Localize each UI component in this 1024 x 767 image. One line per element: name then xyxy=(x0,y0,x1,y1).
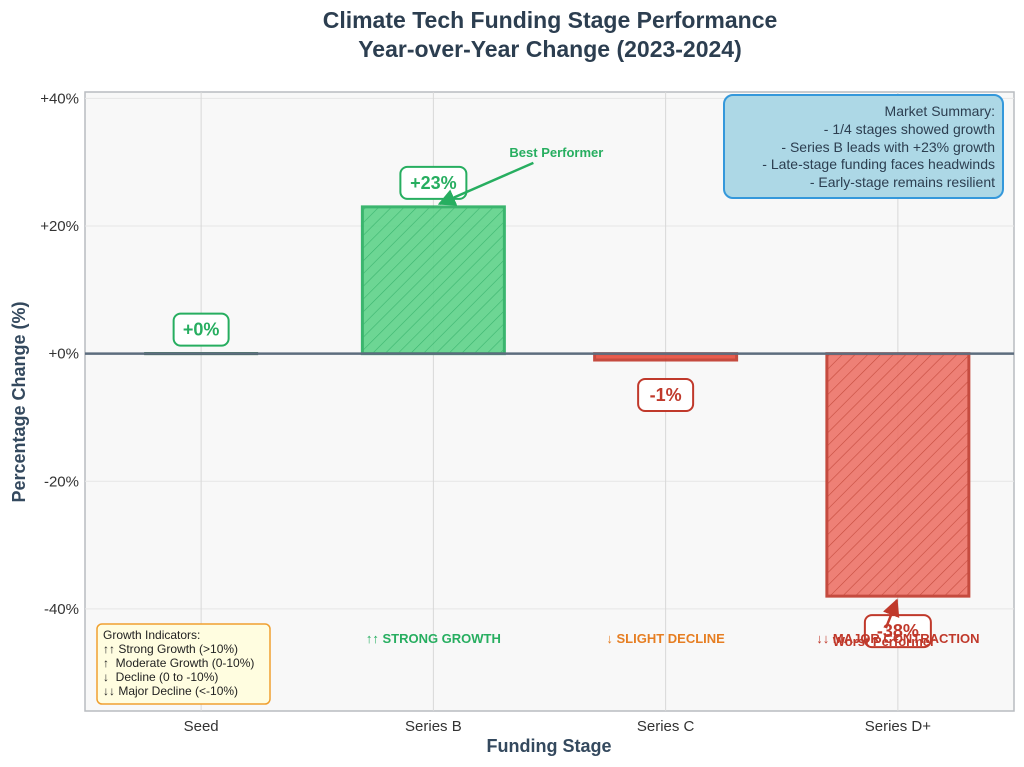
y-axis-title: Percentage Change (%) xyxy=(9,301,29,502)
legend-item: ↑↑ Strong Growth (>10%) xyxy=(103,642,238,656)
status-label: ↑↑ STRONG GROWTH xyxy=(366,631,501,646)
value-label-text: -1% xyxy=(650,385,682,405)
legend-item: ↑ Moderate Growth (0-10%) xyxy=(103,656,254,670)
y-tick-label: +40% xyxy=(40,90,79,107)
bar xyxy=(825,352,971,598)
best-performer-annotation: Best Performer xyxy=(509,145,603,160)
bar xyxy=(360,205,506,356)
bars xyxy=(144,205,971,598)
legend-background xyxy=(96,623,271,705)
legend-title: Growth Indicators: xyxy=(103,628,200,642)
x-axis-title: Funding Stage xyxy=(487,736,612,756)
worst-performer-arrow xyxy=(882,598,900,629)
market-summary-line: - 1/4 stages showed growth xyxy=(824,121,995,137)
market-summary-background xyxy=(723,94,1004,199)
y-tick-label: -40% xyxy=(44,601,79,618)
legend-item: ↓ Decline (0 to -10%) xyxy=(103,670,218,684)
value-label-box xyxy=(172,312,230,347)
x-tick-label: Series D+ xyxy=(865,718,932,735)
legend-item: ↓↓ Major Decline (<-10%) xyxy=(103,684,238,698)
value-label-text: +23% xyxy=(410,173,457,193)
chart-subtitle: Year-over-Year Change (2023-2024) xyxy=(358,36,742,62)
axis-ticks: +40% +20% +0% -20% -40% Seed Series B Series C S… xyxy=(40,90,931,735)
status-label: ↓↓ MAJOR CONTRACTION xyxy=(816,631,979,646)
value-label-box xyxy=(637,378,695,413)
growth-indicators-legend: Growth Indicators: ↑↑ Strong Growth (>10… xyxy=(96,623,271,705)
chart-title: Climate Tech Funding Stage Performance xyxy=(323,7,778,33)
market-summary-line: - Series B leads with +23% growth xyxy=(781,139,995,155)
y-tick-label: +20% xyxy=(40,218,79,235)
market-summary-line: - Early-stage remains resilient xyxy=(810,174,995,190)
bar-value-label: -1% xyxy=(637,378,695,413)
market-summary-box: Market Summary: - 1/4 stages showed grow… xyxy=(723,94,1004,199)
x-tick-label: Series B xyxy=(405,718,462,735)
market-summary-line: - Late-stage funding faces headwinds xyxy=(762,156,995,172)
x-tick-label: Series C xyxy=(637,718,695,735)
y-tick-label: +0% xyxy=(49,346,79,363)
value-label-text: +0% xyxy=(183,320,220,340)
bar-value-label: +0% xyxy=(172,312,230,347)
bar-value-label: +23% xyxy=(399,165,468,200)
market-summary-title: Market Summary: xyxy=(885,103,995,119)
status-label: ↓ SLIGHT DECLINE xyxy=(606,631,725,646)
best-performer-arrow xyxy=(437,161,534,206)
worst-performer-annotation: Worst Performer xyxy=(833,634,935,649)
y-tick-label: -20% xyxy=(44,473,79,490)
x-tick-label: Seed xyxy=(184,718,219,735)
